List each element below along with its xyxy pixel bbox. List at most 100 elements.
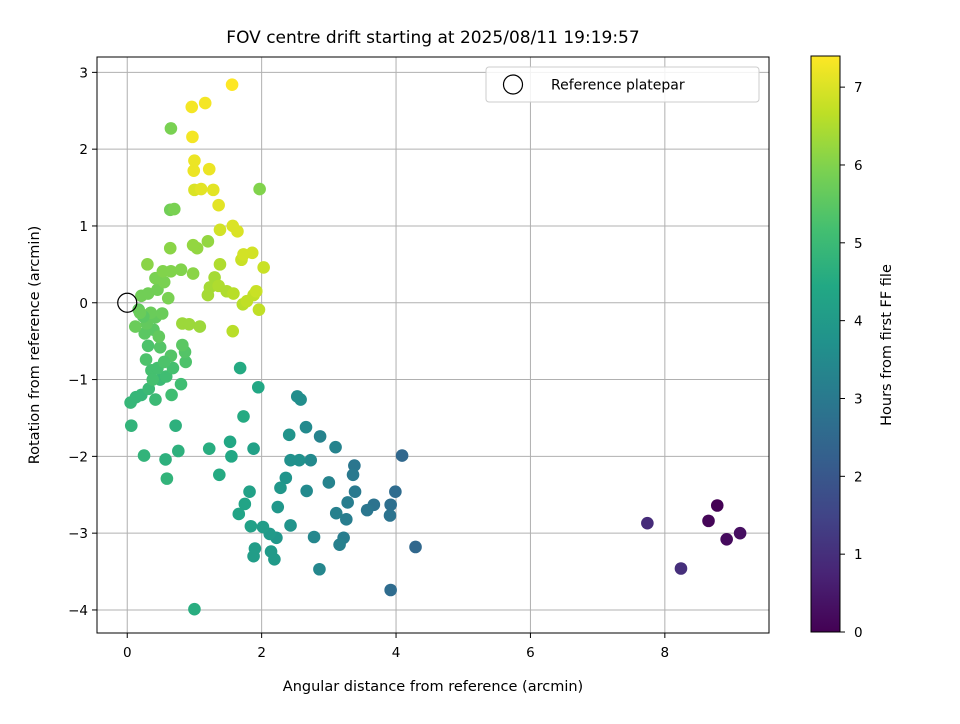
data-point <box>247 549 260 563</box>
data-point <box>322 476 336 489</box>
data-point <box>223 435 237 449</box>
data-point <box>360 503 374 517</box>
data-point <box>299 420 313 434</box>
plot-frame <box>96 56 770 634</box>
data-point <box>155 307 169 320</box>
data-points <box>124 78 747 616</box>
data-point <box>124 419 138 432</box>
data-point <box>185 100 199 114</box>
y-tick-label: 0 <box>79 296 88 312</box>
data-point <box>153 341 167 354</box>
data-point <box>186 267 200 280</box>
data-point <box>282 428 296 442</box>
data-point <box>252 303 266 316</box>
data-point <box>186 130 199 144</box>
data-point <box>179 355 193 369</box>
data-point <box>348 485 362 498</box>
data-point <box>206 183 220 197</box>
data-point <box>193 320 207 333</box>
colorbar-tick-label: 2 <box>854 469 863 485</box>
legend-label: Reference platepar <box>551 78 685 94</box>
data-point <box>201 235 215 248</box>
data-point <box>129 320 142 333</box>
colorbar-tick-label: 5 <box>854 236 863 252</box>
data-point <box>194 182 208 196</box>
data-point <box>213 468 226 482</box>
y-tick-label: 2 <box>79 142 88 158</box>
colorbar-tick-label: 3 <box>854 391 863 407</box>
data-point <box>213 258 227 271</box>
data-point <box>169 419 182 432</box>
data-point <box>188 154 201 167</box>
x-tick-label: 2 <box>257 645 266 661</box>
data-point <box>149 393 162 406</box>
colorbar-label: Hours from first FF file <box>879 264 895 426</box>
chart-title: FOV centre drift starting at 2025/08/11 … <box>226 28 639 48</box>
data-point <box>174 377 188 391</box>
data-point <box>172 444 185 458</box>
data-point <box>157 355 171 369</box>
data-point <box>300 484 313 498</box>
data-point <box>271 500 285 514</box>
data-point <box>284 519 297 532</box>
data-point <box>176 338 189 352</box>
data-point <box>213 223 227 237</box>
y-tick-label: −3 <box>68 526 88 542</box>
y-tick-label: −2 <box>68 449 88 465</box>
data-point <box>710 499 724 512</box>
data-point <box>247 442 260 455</box>
colorbar-ticks: 0 1 2 3 4 5 6 7 <box>840 80 863 641</box>
data-point <box>383 509 397 522</box>
colorbar-gradient <box>811 56 840 632</box>
data-point <box>182 317 196 331</box>
data-point <box>733 526 747 540</box>
reference-marker-layer <box>117 292 138 313</box>
data-point <box>152 330 166 343</box>
data-point <box>226 324 240 338</box>
colorbar-tick-label: 0 <box>854 625 863 641</box>
data-point <box>274 481 287 495</box>
data-point <box>186 238 200 252</box>
data-point <box>341 496 354 509</box>
data-point <box>163 241 177 255</box>
x-tick-label: 6 <box>526 645 535 661</box>
data-point <box>249 284 263 298</box>
data-point <box>164 264 178 278</box>
x-tick-label: 8 <box>661 645 670 661</box>
data-point <box>167 202 181 216</box>
plot-area <box>97 57 769 633</box>
colorbar-tick-label: 6 <box>854 158 863 174</box>
data-point <box>231 225 244 238</box>
colorbar-tick-label: 7 <box>854 80 863 96</box>
data-point <box>160 472 174 485</box>
data-point <box>340 513 353 526</box>
data-point <box>348 459 361 472</box>
data-point <box>141 339 155 353</box>
y-axis-label: Rotation from reference (arcmin) <box>27 226 43 465</box>
data-point <box>720 533 733 546</box>
data-point <box>243 485 256 498</box>
data-point <box>244 519 258 533</box>
data-point <box>256 520 270 534</box>
legend-marker <box>502 74 524 95</box>
legend-box <box>485 66 760 103</box>
data-point <box>164 122 178 135</box>
data-point <box>245 246 259 260</box>
data-point <box>702 514 715 528</box>
x-tick-label: 0 <box>123 645 132 661</box>
data-point <box>141 258 154 271</box>
data-point <box>313 562 326 576</box>
data-point <box>159 370 173 383</box>
colorbar: 0 1 2 3 4 5 6 7 Hours from first FF file <box>810 55 895 641</box>
data-point <box>253 182 266 196</box>
data-point <box>139 353 153 366</box>
data-point <box>395 449 409 462</box>
y-tick-label: 1 <box>79 219 88 235</box>
data-point <box>313 430 327 443</box>
data-point <box>232 507 246 521</box>
data-point <box>187 164 201 177</box>
data-point <box>257 261 270 274</box>
data-point <box>329 506 343 520</box>
data-point <box>346 468 360 482</box>
